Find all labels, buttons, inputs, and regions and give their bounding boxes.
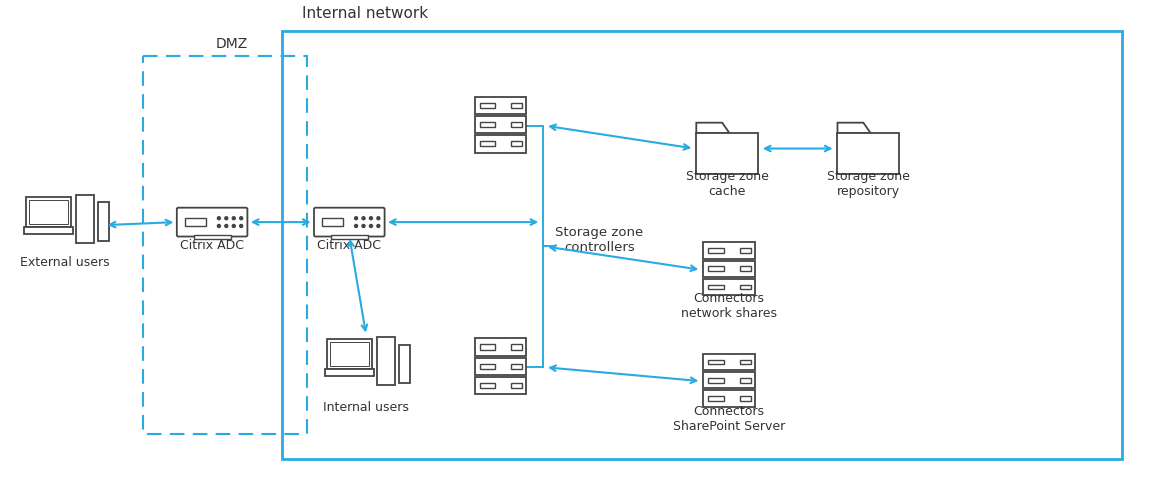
FancyBboxPatch shape	[185, 218, 206, 226]
FancyBboxPatch shape	[475, 338, 526, 356]
Circle shape	[232, 225, 236, 228]
FancyBboxPatch shape	[740, 248, 751, 253]
FancyBboxPatch shape	[479, 383, 495, 388]
FancyBboxPatch shape	[399, 345, 410, 384]
FancyBboxPatch shape	[511, 141, 523, 146]
Text: External users: External users	[21, 256, 110, 269]
FancyBboxPatch shape	[323, 218, 342, 226]
Polygon shape	[838, 123, 871, 133]
Circle shape	[377, 217, 380, 220]
FancyBboxPatch shape	[511, 383, 523, 388]
FancyBboxPatch shape	[740, 378, 751, 383]
Text: Citrix ADC: Citrix ADC	[317, 240, 381, 252]
Text: Storage zone
cache: Storage zone cache	[686, 170, 769, 198]
FancyBboxPatch shape	[479, 345, 495, 349]
FancyBboxPatch shape	[703, 261, 755, 277]
FancyBboxPatch shape	[475, 116, 526, 133]
FancyBboxPatch shape	[703, 279, 755, 295]
Text: Internal users: Internal users	[323, 400, 409, 414]
FancyBboxPatch shape	[740, 360, 751, 364]
FancyBboxPatch shape	[708, 248, 724, 253]
Text: Connectors
SharePoint Server: Connectors SharePoint Server	[673, 405, 785, 433]
Circle shape	[370, 217, 372, 220]
Circle shape	[355, 217, 357, 220]
Circle shape	[240, 225, 242, 228]
Circle shape	[225, 217, 228, 220]
Polygon shape	[696, 133, 758, 174]
Text: Internal network: Internal network	[301, 6, 427, 21]
FancyBboxPatch shape	[24, 227, 74, 234]
FancyBboxPatch shape	[177, 208, 247, 237]
FancyBboxPatch shape	[740, 266, 751, 271]
FancyBboxPatch shape	[708, 266, 724, 271]
FancyBboxPatch shape	[703, 242, 755, 259]
FancyBboxPatch shape	[475, 358, 526, 375]
Circle shape	[225, 225, 228, 228]
Circle shape	[232, 217, 236, 220]
FancyBboxPatch shape	[76, 195, 94, 243]
Text: Storage zone
controllers: Storage zone controllers	[555, 226, 643, 254]
FancyBboxPatch shape	[708, 360, 724, 364]
Text: Connectors
network shares: Connectors network shares	[681, 292, 777, 320]
FancyBboxPatch shape	[475, 135, 526, 153]
FancyBboxPatch shape	[708, 378, 724, 383]
FancyBboxPatch shape	[479, 364, 495, 369]
FancyBboxPatch shape	[703, 354, 755, 370]
FancyBboxPatch shape	[475, 377, 526, 394]
Text: DMZ: DMZ	[216, 37, 248, 51]
FancyBboxPatch shape	[479, 122, 495, 127]
Circle shape	[362, 217, 365, 220]
FancyBboxPatch shape	[708, 396, 724, 401]
FancyBboxPatch shape	[479, 103, 495, 108]
Circle shape	[377, 225, 380, 228]
FancyBboxPatch shape	[511, 345, 523, 349]
FancyBboxPatch shape	[475, 97, 526, 114]
Polygon shape	[696, 123, 730, 133]
Circle shape	[355, 225, 357, 228]
FancyBboxPatch shape	[703, 372, 755, 388]
FancyBboxPatch shape	[314, 208, 385, 237]
FancyBboxPatch shape	[331, 342, 370, 366]
FancyBboxPatch shape	[29, 200, 68, 224]
FancyBboxPatch shape	[377, 337, 395, 385]
FancyBboxPatch shape	[703, 390, 755, 407]
FancyBboxPatch shape	[511, 103, 523, 108]
Circle shape	[370, 225, 372, 228]
FancyBboxPatch shape	[327, 339, 372, 369]
Circle shape	[217, 217, 221, 220]
FancyBboxPatch shape	[511, 364, 523, 369]
FancyBboxPatch shape	[193, 235, 231, 239]
FancyBboxPatch shape	[325, 369, 375, 376]
FancyBboxPatch shape	[511, 122, 523, 127]
Text: Storage zone
repository: Storage zone repository	[827, 170, 910, 198]
Circle shape	[362, 225, 365, 228]
Polygon shape	[838, 133, 900, 174]
Text: Citrix ADC: Citrix ADC	[180, 240, 244, 252]
Circle shape	[240, 217, 242, 220]
FancyBboxPatch shape	[740, 285, 751, 289]
FancyBboxPatch shape	[26, 197, 71, 227]
FancyBboxPatch shape	[331, 235, 368, 239]
FancyBboxPatch shape	[740, 396, 751, 401]
Circle shape	[217, 225, 221, 228]
FancyBboxPatch shape	[98, 203, 109, 241]
FancyBboxPatch shape	[708, 285, 724, 289]
FancyBboxPatch shape	[479, 141, 495, 146]
